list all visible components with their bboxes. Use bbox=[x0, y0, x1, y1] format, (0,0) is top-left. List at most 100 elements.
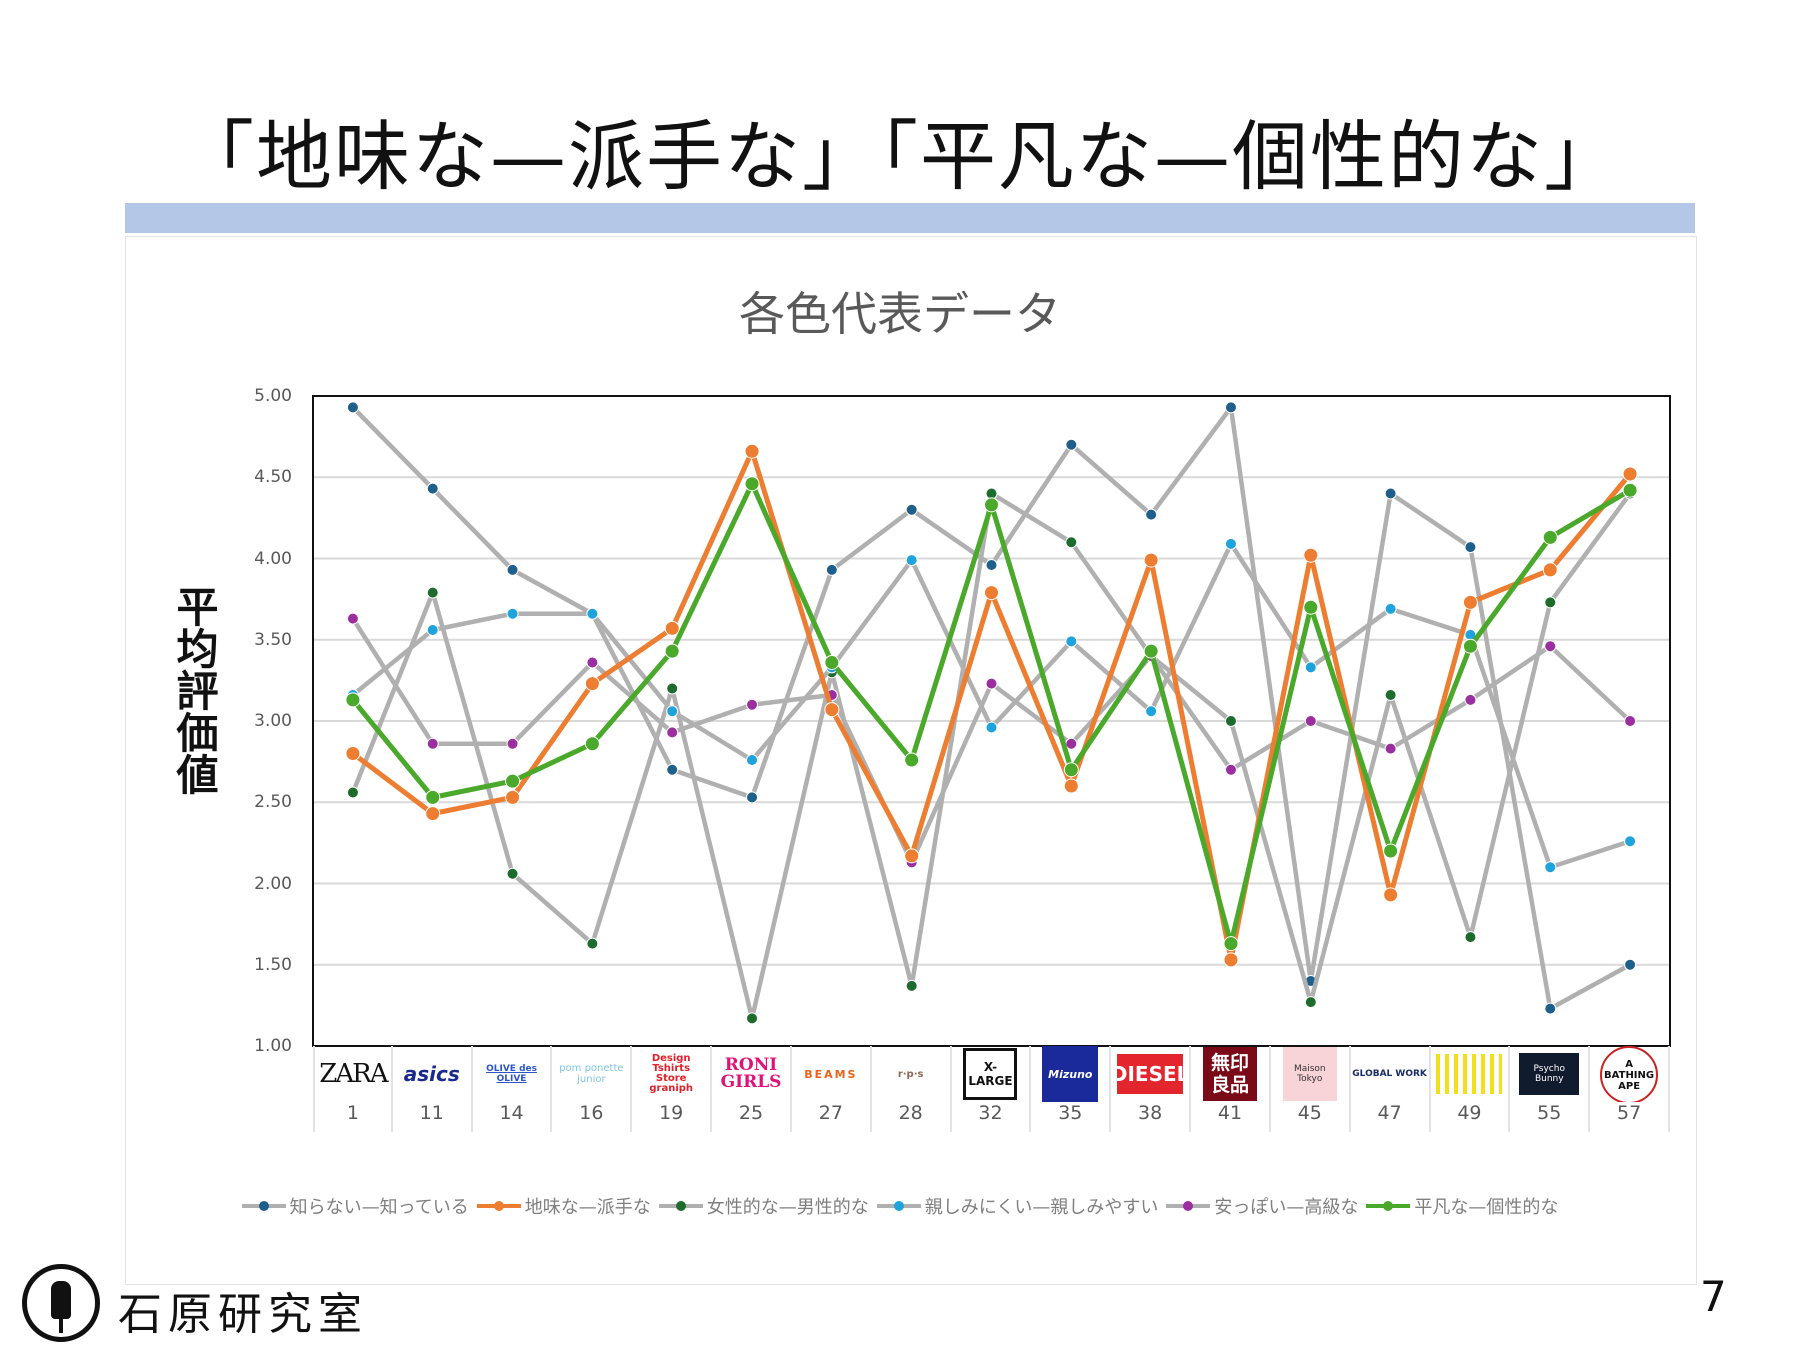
y-axis-title: 平均評価値 bbox=[170, 585, 219, 795]
data-point bbox=[824, 702, 840, 718]
data-point bbox=[905, 554, 918, 567]
legend-item: 安っぽい—高級な bbox=[1166, 1193, 1358, 1219]
category-cell: Design Tshirts Store graniph 19 bbox=[632, 1046, 713, 1132]
data-point bbox=[1224, 763, 1237, 776]
data-point bbox=[666, 726, 679, 739]
y-tick-label: 4.50 bbox=[254, 467, 292, 488]
legend-marker-icon bbox=[1166, 1201, 1211, 1211]
x-tick-label: 25 bbox=[738, 1102, 764, 1124]
x-tick-label: 32 bbox=[978, 1102, 1003, 1124]
title-underline-bar bbox=[125, 203, 1695, 233]
data-point bbox=[666, 682, 679, 695]
data-point bbox=[345, 746, 361, 761]
y-tick-label: 3.50 bbox=[254, 629, 292, 650]
legend-marker-icon bbox=[241, 1201, 286, 1211]
x-tick-label: 45 bbox=[1297, 1102, 1322, 1124]
data-point bbox=[985, 487, 998, 500]
brand-logo: OLIVE des OLIVE bbox=[486, 1064, 537, 1084]
data-point bbox=[1065, 737, 1078, 750]
data-point bbox=[1542, 529, 1558, 545]
x-tick-label: 11 bbox=[419, 1102, 444, 1124]
data-point bbox=[664, 643, 680, 659]
x-tick-label: 49 bbox=[1457, 1102, 1482, 1124]
brand-logo: RONI GIRLS bbox=[720, 1055, 782, 1092]
brand-logo: A BATHING APE bbox=[1600, 1046, 1659, 1102]
data-point bbox=[346, 612, 359, 625]
data-point bbox=[746, 791, 759, 804]
brand-logo: ZARA bbox=[319, 1059, 388, 1089]
data-point bbox=[984, 585, 999, 601]
legend-marker-icon bbox=[1366, 1201, 1411, 1211]
data-point bbox=[1145, 508, 1158, 521]
data-point bbox=[1624, 715, 1637, 727]
data-point bbox=[1383, 843, 1399, 859]
y-tick-label: 1.50 bbox=[254, 954, 292, 975]
data-point bbox=[426, 586, 439, 599]
category-cell: pom ponette junior 16 bbox=[552, 1046, 633, 1132]
data-point bbox=[905, 503, 918, 516]
data-point bbox=[1544, 861, 1557, 874]
data-point bbox=[1224, 401, 1237, 414]
data-point bbox=[506, 867, 519, 880]
data-point bbox=[1464, 931, 1477, 944]
data-point bbox=[1624, 958, 1637, 971]
data-point bbox=[426, 624, 439, 636]
brand-logo: Design Tshirts Store graniph bbox=[649, 1053, 694, 1094]
data-point bbox=[1544, 596, 1557, 609]
data-point bbox=[1544, 1002, 1557, 1015]
data-point bbox=[1143, 552, 1159, 568]
data-point bbox=[985, 559, 998, 571]
x-tick-label: 14 bbox=[499, 1102, 524, 1124]
data-point bbox=[746, 698, 759, 711]
data-point bbox=[985, 721, 998, 734]
data-point bbox=[345, 692, 361, 708]
category-cell: Psycho Bunny 55 bbox=[1510, 1046, 1591, 1132]
data-point bbox=[1223, 952, 1239, 968]
data-point bbox=[1462, 594, 1478, 610]
data-point bbox=[746, 754, 759, 766]
brand-logo: BEAMS bbox=[804, 1067, 858, 1081]
category-cell: asics 11 bbox=[393, 1046, 473, 1132]
x-tick-label: 27 bbox=[818, 1102, 843, 1124]
data-point bbox=[746, 1012, 759, 1025]
data-point bbox=[1224, 537, 1237, 550]
data-point bbox=[505, 789, 521, 805]
data-point bbox=[1383, 887, 1399, 903]
category-cell: OLIVE des OLIVE 14 bbox=[473, 1046, 553, 1132]
x-tick-label: 55 bbox=[1537, 1102, 1562, 1124]
data-point bbox=[904, 848, 920, 864]
y-tick-label: 4.00 bbox=[254, 548, 292, 569]
data-point bbox=[1065, 635, 1078, 648]
legend-label: 平凡な—個性的な bbox=[1414, 1197, 1559, 1218]
brand-logo: Psycho Bunny bbox=[1519, 1053, 1580, 1095]
plot-border bbox=[312, 395, 1671, 1047]
data-point bbox=[506, 607, 519, 620]
lab-logo-icon bbox=[22, 1264, 100, 1342]
x-tick-label: 19 bbox=[659, 1102, 684, 1124]
category-cell: GLOBAL WORK 47 bbox=[1351, 1046, 1431, 1132]
category-cell: RONI GIRLS 25 bbox=[712, 1046, 792, 1132]
data-point bbox=[1462, 638, 1478, 654]
data-point bbox=[1384, 487, 1397, 500]
legend-marker-icon bbox=[876, 1201, 921, 1211]
data-point bbox=[1303, 547, 1319, 563]
y-tick-label: 2.00 bbox=[254, 873, 292, 894]
y-tick-label: 2.50 bbox=[254, 792, 292, 813]
legend-item: 女性的な—男性的な bbox=[658, 1193, 869, 1219]
data-point bbox=[1544, 640, 1557, 653]
data-point bbox=[985, 677, 998, 690]
data-point bbox=[824, 655, 840, 670]
data-point bbox=[825, 563, 838, 576]
legend: 知らない—知っている 地味な—派手な 女性的な—男性的な 親しみにくい—親しみやすい 安… bbox=[0, 1193, 1800, 1219]
data-point bbox=[506, 563, 519, 576]
brand-logo: 無印良品 bbox=[1202, 1047, 1257, 1101]
category-cell: X-LARGE 32 bbox=[952, 1046, 1032, 1132]
data-point bbox=[1063, 762, 1079, 778]
legend-label: 親しみにくい—親しみやすい bbox=[924, 1197, 1159, 1218]
category-cell: DIESEL 38 bbox=[1111, 1046, 1192, 1132]
legend-item: 知らない—知っている bbox=[241, 1193, 469, 1219]
legend-label: 知らない—知っている bbox=[289, 1197, 469, 1218]
x-tick-label: 47 bbox=[1377, 1102, 1402, 1124]
brand-logo: pom ponette junior bbox=[559, 1063, 624, 1085]
